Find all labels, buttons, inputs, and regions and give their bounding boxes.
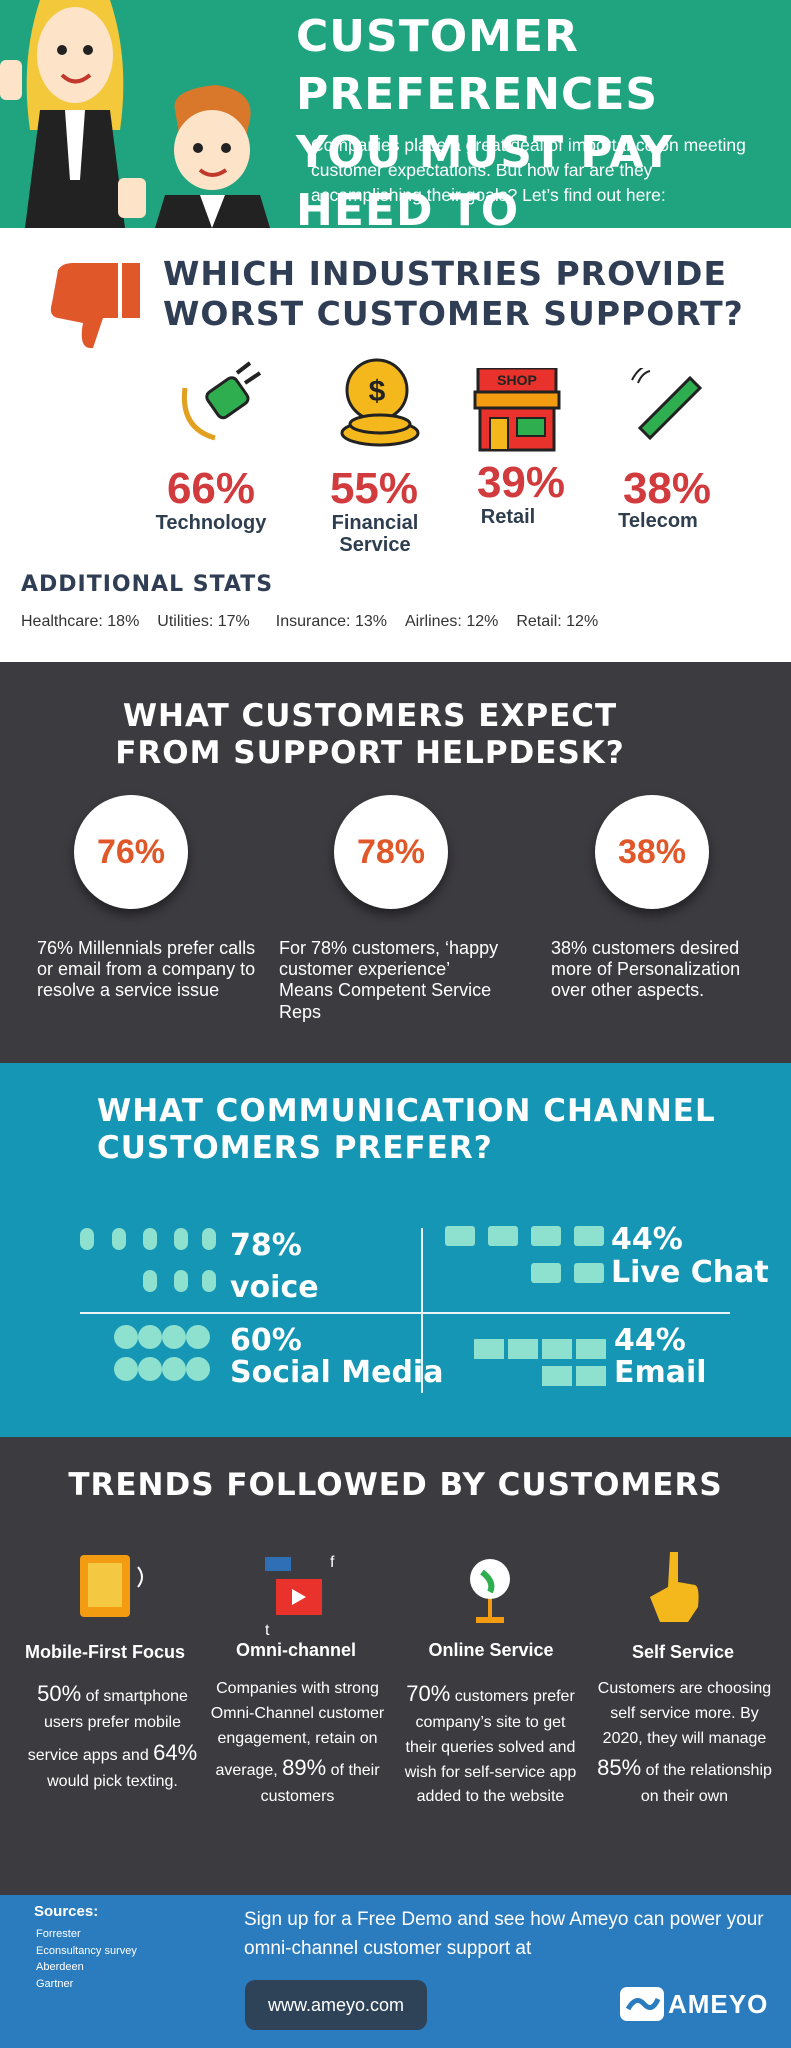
svg-text:t: t xyxy=(265,1622,270,1639)
industry-label: Financial Service xyxy=(331,512,419,556)
logo-mark xyxy=(620,1987,664,2021)
plug-icon xyxy=(181,361,262,441)
trend-text: of their customers xyxy=(260,1762,380,1806)
stat: Utilities: 17% xyxy=(157,613,250,630)
section-heading: WHAT COMMUNICATION CHANNEL CUSTOMERS PRE… xyxy=(97,1093,716,1167)
expectations-section: WHAT CUSTOMERS EXPECT FROM SUPPORT HELPD… xyxy=(0,662,791,1063)
trend-text: of the relationship on their own xyxy=(640,1762,772,1806)
expectation-text: 76% Millennials prefer calls or email fr… xyxy=(37,938,256,1001)
percent-circle: 76% xyxy=(74,795,188,909)
trend-stat: 70% xyxy=(406,1681,451,1706)
url-button[interactable]: www.ameyo.com xyxy=(245,1980,427,2030)
trend-text: Customers are choosing self service more… xyxy=(597,1680,772,1747)
trend-title: Omni-channel xyxy=(235,1640,356,1660)
percent-circle: 78% xyxy=(334,795,448,909)
stat: Airlines: 12% xyxy=(404,613,499,630)
footer: Sources: Forrester Econsultancy survey A… xyxy=(0,1895,791,2048)
stat: Insurance: 13% xyxy=(275,613,387,630)
industry-percent: 39% xyxy=(476,458,566,507)
channel-percent: 44% xyxy=(611,1222,683,1257)
industry-percent: 55% xyxy=(329,464,419,513)
industry-label: Technology xyxy=(155,512,267,534)
header: CUSTOMER PREFERENCES YOU MUST PAY HEED T… xyxy=(0,0,791,236)
channels-section: WHAT COMMUNICATION CHANNEL CUSTOMERS PRE… xyxy=(0,1063,791,1437)
industry-label: Retail xyxy=(480,506,536,528)
industry-percent: 38% xyxy=(622,464,712,513)
phone-icon xyxy=(631,368,703,441)
svg-text:f: f xyxy=(330,1554,335,1571)
coins-icon: $ xyxy=(340,358,420,447)
channel-label: Social Media xyxy=(230,1355,444,1390)
cta-text: Sign up for a Free Demo and see how Amey… xyxy=(244,1909,764,1959)
source: Gartner xyxy=(36,1978,74,1990)
section-heading: WHICH INDUSTRIES PROVIDE WORST CUSTOMER … xyxy=(163,254,744,333)
expectation-text: 38% customers desired more of Personaliz… xyxy=(551,938,741,1001)
expectation-text: For 78% customers, ‘happy customer exper… xyxy=(279,938,499,1022)
shop-sign: SHOP xyxy=(497,372,537,388)
trend-text: would pick texting. xyxy=(47,1772,178,1790)
source: Econsultancy survey xyxy=(36,1945,137,1957)
shop-icon xyxy=(473,368,561,452)
intro: Companies place a great deal of importan… xyxy=(311,135,746,205)
channel-percent: 44% xyxy=(614,1323,686,1358)
thumbs-down-icon xyxy=(50,263,140,349)
trend-body: 70% customers prefer company’s site to g… xyxy=(398,1677,583,1810)
channel-label: Live Chat xyxy=(611,1255,769,1290)
header-illustration xyxy=(0,0,270,228)
sources-heading: Sources: xyxy=(34,1903,99,1920)
trend-body: Customers are choosing self service more… xyxy=(592,1677,777,1810)
source: Aberdeen xyxy=(36,1961,84,1973)
trend-text: of smartphone users prefer mobile servic… xyxy=(27,1688,188,1764)
trend-icons: ft xyxy=(80,1552,699,1639)
stat: Retail: 12% xyxy=(516,613,599,630)
channel-percent: 60% xyxy=(230,1323,302,1358)
trend-body: Companies with strong Omni-Channel custo… xyxy=(205,1677,390,1810)
logo-text: AMEYO xyxy=(668,1989,769,2019)
additional-heading: ADDITIONAL STATS xyxy=(21,572,274,597)
channel-label: voice xyxy=(230,1270,319,1305)
title-line: CUSTOMER PREFERENCES xyxy=(296,11,659,120)
trend-title: Online Service xyxy=(428,1640,554,1660)
section-heading: WHAT CUSTOMERS EXPECT FROM SUPPORT HELPD… xyxy=(115,698,625,772)
additional-stats: Healthcare: 18% Utilities: 17% Insurance… xyxy=(21,613,598,631)
channel-grid xyxy=(80,1226,730,1393)
stat: Healthcare: 18% xyxy=(21,613,140,630)
title: CUSTOMER PREFERENCES YOU MUST PAY HEED T… xyxy=(296,8,791,240)
channel-label: Email xyxy=(614,1355,707,1390)
trend-body: 50% of smartphone users prefer mobile se… xyxy=(20,1677,205,1795)
industry-percent: 66% xyxy=(166,464,256,513)
svg-text:$: $ xyxy=(369,375,386,408)
percent-circle: 38% xyxy=(595,795,709,909)
section-heading: TRENDS FOLLOWED BY CUSTOMERS xyxy=(68,1467,723,1503)
industry-label: Telecom xyxy=(618,510,698,532)
trend-title: Mobile-First Focus xyxy=(24,1642,185,1662)
trend-text: Companies with strong Omni-Channel custo… xyxy=(210,1680,385,1780)
trend-stat: 64% xyxy=(153,1739,198,1765)
title-line: YOU MUST PAY HEED TO xyxy=(296,127,674,236)
trend-stat: 85% xyxy=(597,1755,642,1781)
industries-section: WHICH INDUSTRIES PROVIDE WORST CUSTOMER … xyxy=(0,228,791,662)
trend-title: Self Service xyxy=(631,1642,735,1662)
source: Forrester xyxy=(36,1928,81,1940)
trend-stat: 89% xyxy=(282,1755,327,1781)
trend-text: customers prefer company’s site to get t… xyxy=(404,1688,577,1806)
channel-percent: 78% xyxy=(230,1228,302,1263)
trend-stat: 50% xyxy=(37,1681,82,1706)
